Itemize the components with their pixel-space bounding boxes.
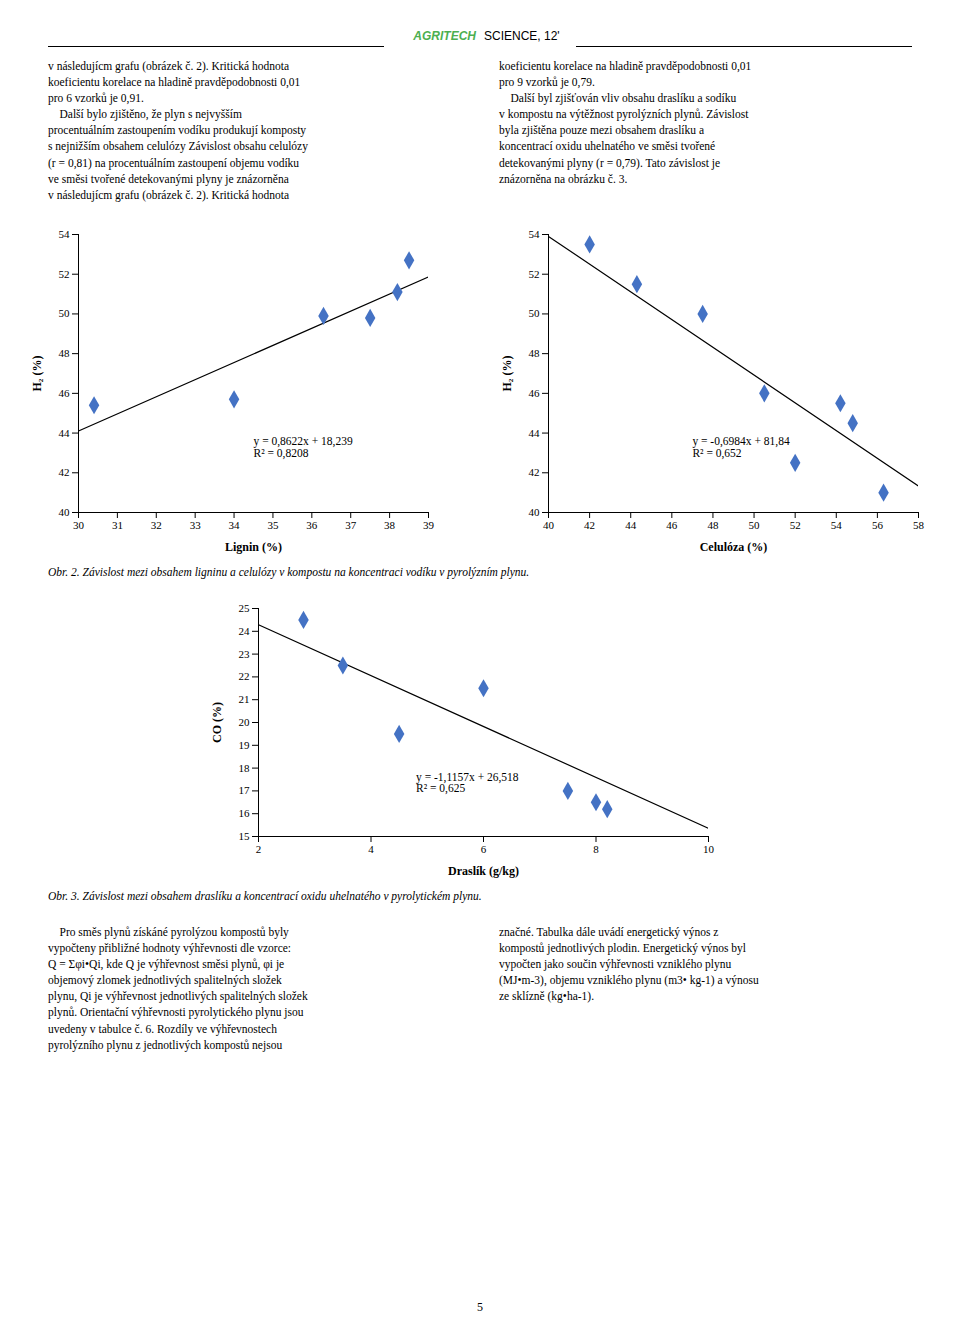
html-text:koeficientu korelace na hladin: koeficientu korelace na hladině pravděpo… <box>499 60 752 185</box>
svg-text:40: 40 <box>543 519 555 531</box>
svg-text:8: 8 <box>593 843 599 855</box>
svg-text:Celulóza (%): Celulóza (%) <box>700 540 768 554</box>
svg-text:48: 48 <box>529 347 541 359</box>
svg-text:15: 15 <box>239 830 251 842</box>
svg-text:42: 42 <box>529 466 540 478</box>
svg-text:50: 50 <box>529 307 541 319</box>
svg-text:22: 22 <box>239 670 250 682</box>
html-text:Obr. 3. Závislost mezi obsahem: Obr. 3. Závislost mezi obsahem draslíku … <box>48 890 482 902</box>
svg-text:44: 44 <box>59 427 71 439</box>
svg-text:50: 50 <box>59 307 71 319</box>
svg-text:52: 52 <box>790 519 801 531</box>
svg-text:54: 54 <box>59 228 71 240</box>
svg-text:42: 42 <box>59 466 70 478</box>
svg-text:21: 21 <box>239 693 250 705</box>
svg-text:25: 25 <box>239 602 251 614</box>
svg-text:38: 38 <box>384 519 396 531</box>
svg-text:16: 16 <box>239 807 251 819</box>
svg-text:48: 48 <box>59 347 71 359</box>
svg-text:H₂ (%): H₂ (%) <box>30 356 44 392</box>
svg-text:31: 31 <box>112 519 123 531</box>
svg-text:y = -1,1157x + 26,518R² = 0,62: y = -1,1157x + 26,518R² = 0,625 <box>416 771 519 796</box>
svg-text:40: 40 <box>59 506 71 518</box>
svg-text:54: 54 <box>831 519 843 531</box>
svg-text:CO (%): CO (%) <box>210 702 224 743</box>
svg-text:32: 32 <box>151 519 162 531</box>
svg-text:30: 30 <box>73 519 85 531</box>
svg-text:37: 37 <box>345 519 357 531</box>
html-text:5: 5 <box>477 1300 483 1314</box>
svg-text:19: 19 <box>239 739 251 751</box>
svg-text:10: 10 <box>703 843 715 855</box>
svg-text:20: 20 <box>239 716 251 728</box>
svg-text:Lignin (%): Lignin (%) <box>225 540 282 554</box>
svg-text:35: 35 <box>267 519 279 531</box>
svg-text:6: 6 <box>481 843 487 855</box>
svg-text:58: 58 <box>913 519 925 531</box>
html-text:značné. Tabulka dále uvádí ene: značné. Tabulka dále uvádí energetický v… <box>499 926 759 1003</box>
svg-text:44: 44 <box>625 519 637 531</box>
html-text:Pro směs plynů získáné pyrolýz: Pro směs plynů získáné pyrolýzou kompost… <box>48 926 308 1051</box>
svg-text:56: 56 <box>872 519 884 531</box>
svg-text:44: 44 <box>529 427 541 439</box>
svg-text:50: 50 <box>749 519 761 531</box>
svg-text:40: 40 <box>529 506 541 518</box>
svg-text:Draslík (g/kg): Draslík (g/kg) <box>448 864 519 878</box>
svg-text:17: 17 <box>239 784 251 796</box>
svg-text:46: 46 <box>529 387 541 399</box>
svg-text:y = -0,6984x + 81,84R² = 0,652: y = -0,6984x + 81,84R² = 0,652 <box>692 435 790 460</box>
html-text:AGRITECH: AGRITECH <box>413 29 476 43</box>
svg-text:46: 46 <box>666 519 678 531</box>
svg-text:H₂ (%): H₂ (%) <box>500 356 514 392</box>
svg-text:52: 52 <box>529 268 540 280</box>
svg-text:52: 52 <box>59 268 70 280</box>
svg-text:18: 18 <box>239 762 251 774</box>
svg-text:42: 42 <box>584 519 595 531</box>
svg-text:4: 4 <box>368 843 374 855</box>
svg-text:39: 39 <box>423 519 435 531</box>
svg-text:y = 0,8622x + 18,239R² = 0,820: y = 0,8622x + 18,239R² = 0,8208 <box>254 435 353 460</box>
html-text:v následujícm grafu (obrázek č: v následujícm grafu (obrázek č. 2). Krit… <box>48 60 308 201</box>
html-text:SCIENCE, 12': SCIENCE, 12' <box>484 29 560 43</box>
svg-text:24: 24 <box>239 625 251 637</box>
svg-text:46: 46 <box>59 387 71 399</box>
svg-text:34: 34 <box>229 519 241 531</box>
svg-text:33: 33 <box>190 519 202 531</box>
html-text:Obr. 2. Závislost mezi obsahem: Obr. 2. Závislost mezi obsahem ligninu a… <box>48 566 530 578</box>
svg-text:2: 2 <box>256 843 262 855</box>
svg-text:36: 36 <box>306 519 318 531</box>
svg-text:23: 23 <box>239 648 251 660</box>
svg-text:54: 54 <box>529 228 541 240</box>
svg-text:48: 48 <box>707 519 719 531</box>
